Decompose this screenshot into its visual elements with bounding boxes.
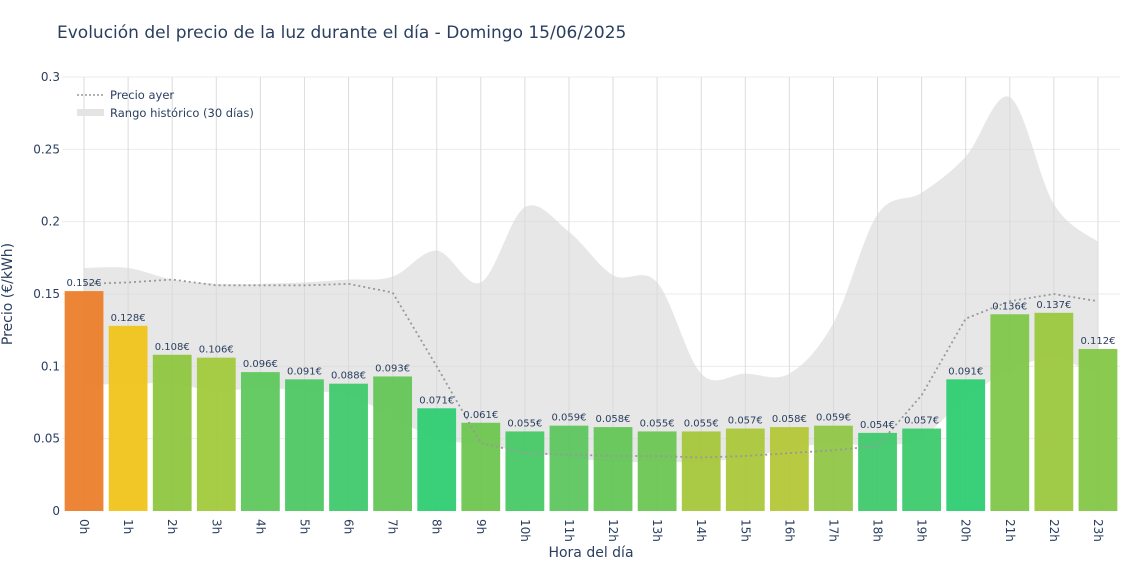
price-bar	[902, 428, 942, 511]
legend-label-range[interactable]: Rango histórico (30 días)	[110, 106, 254, 120]
bar-value-label: 0.058€	[772, 414, 807, 425]
bar-value-label: 0.059€	[551, 413, 586, 424]
price-bar	[152, 354, 192, 511]
price-bar	[769, 427, 809, 511]
bars	[64, 291, 1118, 511]
chart-title: Evolución del precio de la luz durante e…	[57, 23, 626, 43]
bar-value-label: 0.091€	[948, 366, 983, 377]
price-bar	[108, 325, 148, 511]
x-tick-label: 9h	[474, 519, 488, 534]
yesterday-line	[84, 278, 1099, 459]
price-bar	[461, 422, 501, 511]
legend: Precio ayer Rango histórico (30 días)	[77, 88, 254, 120]
price-bar	[417, 408, 457, 511]
x-axis-title: Hora del día	[548, 545, 633, 561]
bar-value-label: 0.112€	[1080, 336, 1115, 347]
x-tick-label: 20h	[959, 519, 973, 542]
price-bar	[1078, 348, 1118, 511]
price-bar	[1034, 312, 1074, 511]
bar-value-label: 0.091€	[287, 366, 322, 377]
x-tick-label: 1h	[121, 519, 135, 534]
bar-value-label: 0.055€	[507, 418, 542, 429]
price-bar	[814, 425, 853, 511]
bar-value-label: 0.057€	[904, 416, 939, 427]
x-tick-label: 23h	[1091, 519, 1105, 542]
bar-value-label: 0.055€	[640, 418, 675, 429]
bar-value-label: 0.088€	[331, 371, 366, 382]
y-tick-label: 0.3	[41, 70, 60, 84]
y-tick-label: 0.15	[33, 287, 60, 301]
x-tick-label: 3h	[209, 519, 223, 534]
bar-value-label: 0.152€	[67, 278, 102, 289]
bar-value-labels: 0.152€ 0.128€ 0.108€ 0.106€ 0.096€ 0.091€ 0.08…	[67, 278, 1116, 431]
price-bar	[946, 379, 986, 511]
x-tick-label: 10h	[518, 519, 532, 542]
x-tick-label: 4h	[253, 519, 267, 534]
price-bar	[549, 425, 589, 511]
legend-label-yesterday[interactable]: Precio ayer	[110, 88, 174, 102]
y-axis-title: Precio (€/kWh)	[0, 243, 16, 345]
x-tick-label: 17h	[826, 519, 840, 542]
bar-value-label: 0.136€	[992, 301, 1027, 312]
bar-value-label: 0.108€	[155, 342, 190, 353]
bar-value-label: 0.071€	[419, 395, 454, 406]
x-tick-label: 6h	[342, 519, 356, 534]
price-bar	[725, 428, 765, 511]
historic-range-band	[84, 96, 1098, 463]
bar-value-label: 0.096€	[243, 359, 278, 370]
x-tick-label: 19h	[915, 519, 929, 542]
bar-value-label: 0.061€	[463, 410, 498, 421]
price-bar	[64, 291, 104, 511]
price-bar	[196, 357, 236, 511]
price-bar	[285, 379, 324, 511]
x-tick-label: 7h	[386, 519, 400, 534]
price-bar	[593, 427, 633, 511]
y-tick-label: 0.2	[41, 215, 60, 229]
x-tick-label: 15h	[738, 519, 752, 542]
yesterday-price-line	[84, 278, 1099, 459]
bar-value-label: 0.057€	[728, 416, 763, 427]
y-tick-label: 0.25	[33, 142, 60, 156]
x-tick-label: 2h	[165, 519, 179, 534]
price-bar	[373, 376, 413, 511]
price-bar	[858, 432, 897, 511]
x-tick-label: 8h	[430, 519, 444, 534]
x-tick-label: 12h	[606, 519, 620, 542]
bar-value-label: 0.106€	[199, 345, 234, 356]
price-bar	[637, 431, 677, 511]
price-bar	[329, 383, 368, 511]
x-tick-label: 21h	[1003, 519, 1017, 542]
x-tick-label: 5h	[297, 519, 311, 534]
x-tick-label: 16h	[782, 519, 796, 542]
y-tick-label: 0.1	[41, 359, 60, 373]
x-tick-label: 11h	[562, 519, 576, 542]
bar-value-label: 0.054€	[860, 420, 895, 431]
price-bar	[681, 431, 721, 511]
bar-value-label: 0.059€	[816, 413, 851, 424]
bar-value-label: 0.137€	[1036, 300, 1071, 311]
bar-value-label: 0.128€	[111, 313, 146, 324]
bar-value-label: 0.093€	[375, 363, 410, 374]
price-bar	[240, 372, 280, 511]
x-tick-label: 0h	[77, 519, 91, 534]
x-tick-label: 22h	[1047, 519, 1061, 542]
x-tick-label: 13h	[650, 519, 664, 542]
y-tick-label: 0	[52, 504, 60, 518]
x-tick-label: 18h	[871, 519, 885, 542]
y-tick-label: 0.05	[33, 432, 60, 446]
bar-value-label: 0.055€	[684, 418, 719, 429]
y-axis: 0 0.05 0.1 0.15 0.2 0.25 0.3	[33, 70, 60, 518]
bar-value-label: 0.058€	[596, 414, 631, 425]
price-bar	[990, 314, 1030, 511]
price-bar	[505, 431, 545, 511]
x-tick-label: 14h	[694, 519, 708, 542]
x-axis: 0h 1h 2h 3h 4h 5h 6h 7h 8h 9h 10h 11h 12h 13h 14h 15h 16…	[77, 519, 1105, 542]
legend-band-sample	[77, 109, 104, 116]
historic-range-area	[84, 96, 1098, 463]
